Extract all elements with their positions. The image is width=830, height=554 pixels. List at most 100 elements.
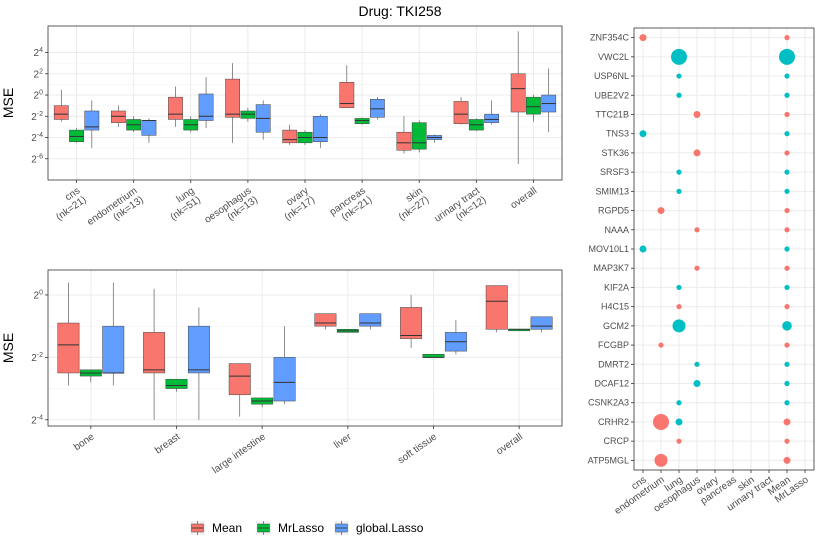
y-tick-label: GCM2 — [603, 321, 629, 331]
scatter-point-gcm2-mean — [782, 321, 792, 331]
scatter-point-kif2a-lung — [676, 284, 682, 291]
box-body — [526, 96, 541, 115]
y-tick-label: DMRT2 — [598, 359, 629, 369]
scatter-point-csnk2a3-mean — [784, 400, 790, 406]
scatter-point-crcp-mean — [784, 438, 790, 444]
scatter-point-crcp-lung — [676, 438, 682, 444]
scatter-point-smim13-lung — [676, 188, 682, 194]
box-body — [168, 96, 183, 120]
box-mean — [143, 288, 166, 420]
box-mean — [314, 313, 337, 330]
x-tick-label: pancreas(nk=21) — [328, 185, 374, 227]
panel-background — [48, 270, 562, 426]
y-tick-label: STK36 — [601, 148, 629, 158]
legend-label-global-lasso: global.Lasso — [356, 521, 424, 535]
y-axis-title: MSE — [0, 333, 16, 363]
scatter-point-stk36-mean — [784, 150, 790, 156]
scatter-point-h4c15-mean — [784, 304, 790, 310]
scatter-point-h4c15-lung — [676, 304, 682, 310]
x-tick-label: overall — [494, 431, 524, 457]
box-global-lasso — [273, 326, 296, 405]
box-global-lasso — [359, 313, 382, 330]
scatter-point-rgpd5-endometrium — [657, 207, 665, 215]
box-mean — [453, 97, 469, 125]
box-mrlasso — [508, 328, 531, 332]
box-mrlasso — [165, 378, 188, 392]
box-body — [370, 99, 385, 118]
box-mean — [53, 89, 69, 122]
scatter-point-gcm2-lung — [672, 319, 686, 333]
scatter-point-dmrt2-oesophagus — [694, 361, 700, 367]
scatter-point-csnk2a3-lung — [676, 400, 682, 406]
y-tick-label: RGPD5 — [598, 206, 629, 216]
box-mrlasso — [69, 127, 84, 143]
box-body — [354, 118, 370, 124]
box-body — [187, 325, 210, 374]
box-body — [485, 285, 508, 330]
y-tick-label: TNS3 — [606, 129, 629, 139]
box-global-lasso — [530, 316, 553, 333]
box-mean — [57, 282, 80, 386]
box-body — [396, 131, 412, 151]
x-tick-label: breast — [153, 431, 182, 456]
y-tick-label: 22 — [34, 68, 44, 80]
scatter-point-usp6nl-mean — [784, 73, 790, 79]
y-tick-label: ATP5MGL — [588, 455, 629, 465]
scatter-point-map3k7-oesophagus — [694, 265, 700, 271]
scatter-point-vwc2l-lung — [671, 48, 687, 65]
box-global-lasso — [427, 134, 442, 143]
box-body — [69, 129, 84, 143]
box-global-lasso — [370, 97, 385, 120]
y-tick-label: TTC21B — [595, 109, 629, 119]
scatter-point-dcaf12-mean — [784, 380, 790, 387]
scatter-point-naaa-mean — [784, 227, 790, 233]
scatter-point-crhr2-lung — [675, 418, 683, 426]
box-body — [165, 378, 188, 389]
box-mean — [228, 363, 251, 417]
box-mean — [396, 116, 412, 154]
scatter-point-naaa-oesophagus — [694, 227, 700, 233]
y-tick-label: 2-4 — [31, 414, 43, 426]
x-tick-label: soft tissue — [396, 431, 440, 466]
box-mrlasso — [297, 130, 313, 145]
y-tick-label: CRHR2 — [598, 417, 629, 427]
box-body — [453, 101, 469, 124]
box-global-lasso — [255, 100, 271, 140]
y-tick-label: DCAF12 — [594, 379, 629, 389]
box-body — [143, 332, 166, 374]
box-body — [111, 110, 126, 123]
scatter-point-crhr2-endometrium — [653, 413, 669, 430]
x-tick-label: overall — [509, 185, 539, 211]
scatter-point-kif2a-mean — [784, 284, 790, 291]
box-global-lasso — [444, 319, 467, 355]
box-body — [530, 316, 553, 330]
box-body — [273, 357, 296, 402]
box-body — [400, 307, 423, 339]
box-mrlasso — [79, 369, 102, 383]
box-body — [484, 113, 500, 123]
scatter-point-atp5mgl-endometrium — [654, 453, 668, 467]
box-global-lasso — [187, 307, 210, 420]
scatter-point-dmrt2-mean — [784, 361, 790, 367]
box-global-lasso — [312, 114, 328, 149]
y-axis-title: MSE — [0, 88, 16, 118]
box-global-lasso — [484, 100, 500, 125]
y-tick-label: UBE2V2 — [594, 90, 629, 100]
box-mean — [485, 285, 508, 333]
x-tick-label: bone — [72, 431, 97, 453]
scatter-point-ttc21b-mean — [784, 111, 790, 118]
box-body — [411, 122, 427, 150]
x-tick-label: large intestine — [211, 431, 269, 476]
x-tick-label: ovary(nk=17) — [276, 185, 317, 223]
bottom-boxplot-panel: 20 2-2 2-4 bone breast large intestine liver so… — [0, 269, 563, 476]
box-mrlasso — [468, 118, 484, 132]
box-body — [102, 325, 125, 374]
x-tick-label: cns(nk=21) — [48, 185, 89, 223]
legend-label-mrlasso: MrLasso — [278, 521, 324, 535]
y-tick-label: SMIM13 — [595, 186, 629, 196]
box-mean — [282, 124, 298, 145]
scatter-point-fcgbp-mean — [784, 342, 790, 348]
scatter-point-tns3-mean — [784, 131, 790, 137]
scatter-point-crhr2-mean — [783, 418, 791, 426]
